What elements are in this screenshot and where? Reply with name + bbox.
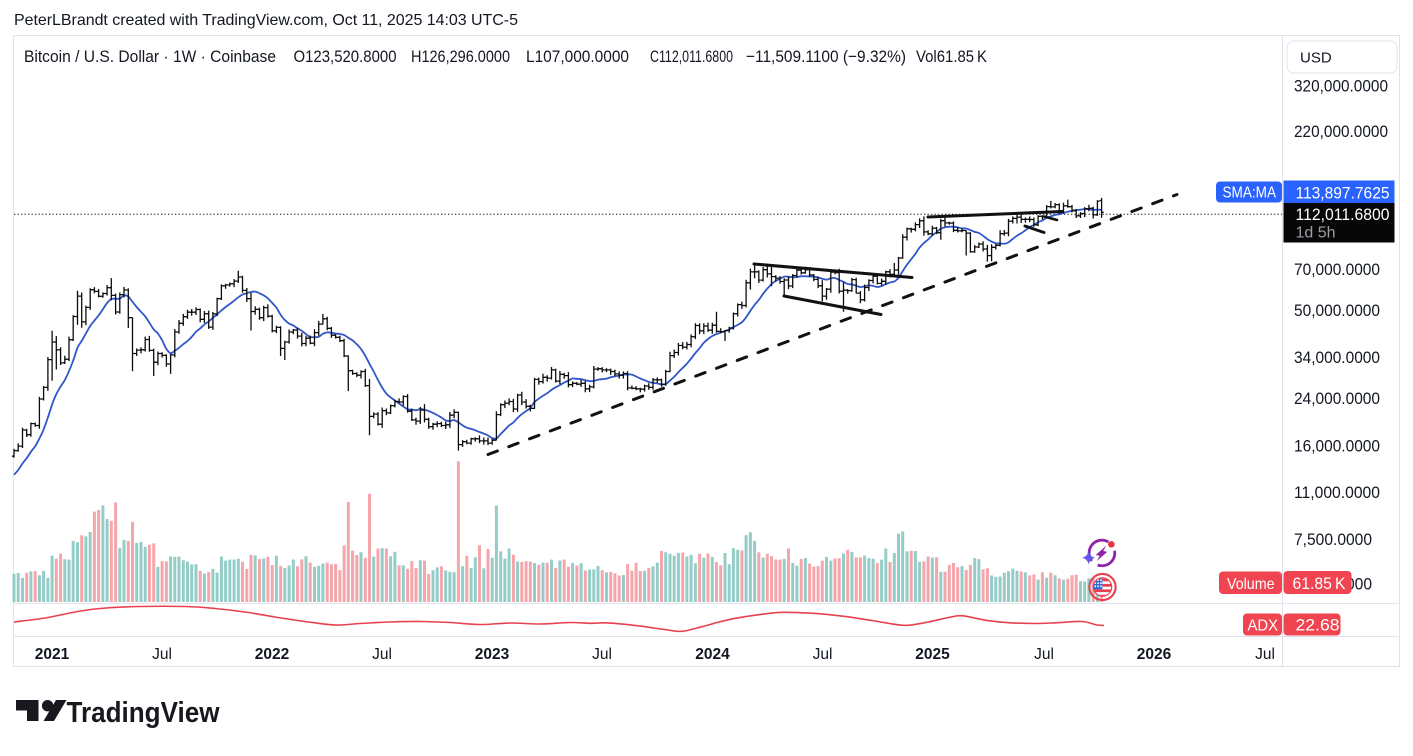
- svg-text:SMA:MA: SMA:MA: [1223, 185, 1277, 202]
- svg-text:L107,000.0000: L107,000.0000: [526, 47, 629, 66]
- svg-text:PeterLBrandt created with Trad: PeterLBrandt created with TradingView.co…: [14, 12, 518, 29]
- svg-text:7,500.0000: 7,500.0000: [1294, 530, 1372, 549]
- svg-text:2026: 2026: [1137, 646, 1172, 663]
- svg-text:Volume: Volume: [1227, 576, 1275, 593]
- svg-text:Jul: Jul: [1255, 646, 1275, 663]
- svg-text:Jul: Jul: [592, 646, 612, 663]
- svg-text:11,000.0000: 11,000.0000: [1294, 483, 1380, 502]
- svg-text:2021: 2021: [35, 646, 70, 663]
- svg-text:Bitcoin / U.S. Dollar · 1W · C: Bitcoin / U.S. Dollar · 1W · Coinbase: [24, 47, 276, 66]
- svg-text:2024: 2024: [695, 646, 730, 663]
- svg-text:ADX: ADX: [1248, 618, 1279, 635]
- svg-text:24,000.0000: 24,000.0000: [1294, 389, 1380, 408]
- svg-text:Jul: Jul: [152, 646, 172, 663]
- svg-text:50,000.0000: 50,000.0000: [1294, 301, 1380, 320]
- svg-text:113,897.7625: 113,897.7625: [1296, 185, 1390, 203]
- svg-text:112,011.6800: 112,011.6800: [1296, 206, 1390, 224]
- svg-text:H126,296.0000: H126,296.0000: [411, 47, 510, 66]
- svg-text:2025: 2025: [915, 646, 950, 663]
- svg-text:Jul: Jul: [372, 646, 392, 663]
- svg-text:C112,011.6800: C112,011.6800: [650, 47, 733, 66]
- svg-text:2022: 2022: [255, 646, 289, 663]
- svg-text:22.68: 22.68: [1296, 617, 1340, 635]
- svg-text:61.85 K: 61.85 K: [1293, 575, 1346, 593]
- svg-text:Jul: Jul: [813, 646, 833, 663]
- svg-text:Vol61.85 K: Vol61.85 K: [916, 47, 988, 66]
- svg-text:320,000.0000: 320,000.0000: [1294, 77, 1388, 96]
- svg-text:16,000.0000: 16,000.0000: [1294, 437, 1380, 456]
- svg-text:34,000.0000: 34,000.0000: [1294, 348, 1380, 367]
- svg-text:220,000.0000: 220,000.0000: [1294, 122, 1388, 141]
- svg-text:70,000.0000: 70,000.0000: [1294, 260, 1380, 279]
- svg-text:2023: 2023: [475, 646, 510, 663]
- svg-text:O123,520.8000: O123,520.8000: [294, 47, 397, 66]
- svg-text:1d 5h: 1d 5h: [1296, 225, 1336, 242]
- svg-text:USD: USD: [1300, 50, 1332, 67]
- svg-text:Jul: Jul: [1034, 646, 1054, 663]
- svg-text:TradingView: TradingView: [67, 697, 220, 729]
- svg-text:−11,509.1100 (−9.32%): −11,509.1100 (−9.32%): [746, 47, 906, 66]
